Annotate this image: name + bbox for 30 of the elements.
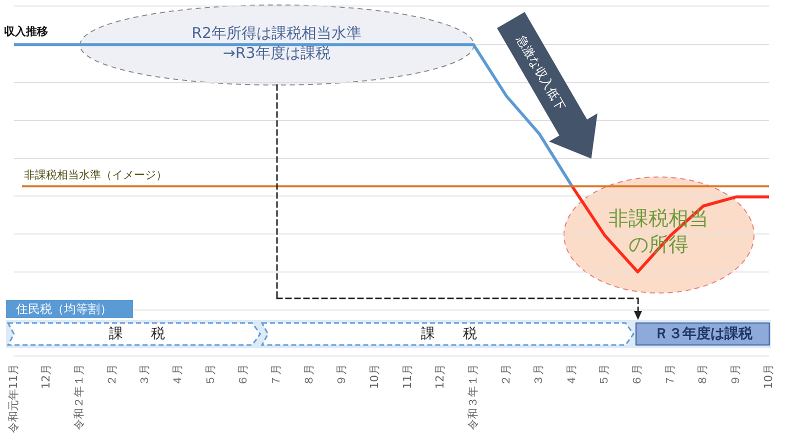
x-tick-label: ４月 <box>170 364 184 386</box>
text: 住民税（均等割） <box>6 300 133 318</box>
x-tick-label: ７月 <box>663 364 676 386</box>
x-tick-label: 12月 <box>40 364 53 390</box>
x-tick-label: 令和２年１月 <box>72 364 86 430</box>
x-tick-label: ３月 <box>532 364 546 386</box>
x-tick-label: ８月 <box>696 364 710 386</box>
x-tick-label: ５月 <box>204 364 217 386</box>
annotation: 急激な収入低下 <box>513 32 570 116</box>
x-tick-label: ７月 <box>269 364 282 386</box>
series-label: 収入推移 <box>4 24 48 38</box>
x-tick-label: ２月 <box>105 364 118 386</box>
x-tick-label: ３月 <box>138 364 152 386</box>
x-tick-label: ６月 <box>630 364 644 386</box>
x-tick-label: 10月 <box>762 364 775 390</box>
x-tick-label: 10月 <box>368 364 381 390</box>
x-tick-label: ５月 <box>598 364 611 386</box>
x-tick-label: ９月 <box>729 364 742 386</box>
text: 課 税 <box>108 325 166 344</box>
ref-line-label: 非課税相当水準（イメージ） <box>24 168 167 182</box>
x-tick-label: 令和３年１月 <box>466 364 480 430</box>
x-tick-label: ２月 <box>499 364 512 386</box>
x-tick-label: ８月 <box>302 364 316 386</box>
x-tick-label: ４月 <box>564 364 578 386</box>
x-tick-label: 11月 <box>400 364 414 390</box>
x-tick-label: 12月 <box>434 364 447 390</box>
x-tick-label: ６月 <box>236 364 250 386</box>
x-tick-label: ９月 <box>335 364 348 386</box>
x-tick-label: 令和元年11月 <box>6 364 20 434</box>
annotation: R2年所得は課税相当水準 →R3年度は課税 <box>190 22 363 63</box>
